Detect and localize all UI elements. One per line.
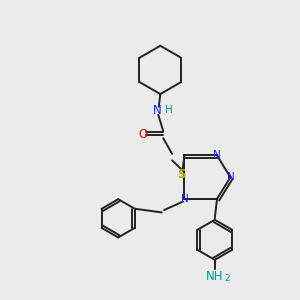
Text: N: N (181, 194, 188, 204)
Text: S: S (177, 168, 185, 181)
Text: N: N (226, 172, 234, 182)
Text: O: O (138, 128, 147, 141)
Text: N: N (153, 104, 162, 117)
Text: N: N (213, 150, 221, 160)
Text: H: H (165, 105, 172, 115)
Text: NH: NH (206, 269, 224, 283)
Text: 2: 2 (224, 274, 230, 283)
